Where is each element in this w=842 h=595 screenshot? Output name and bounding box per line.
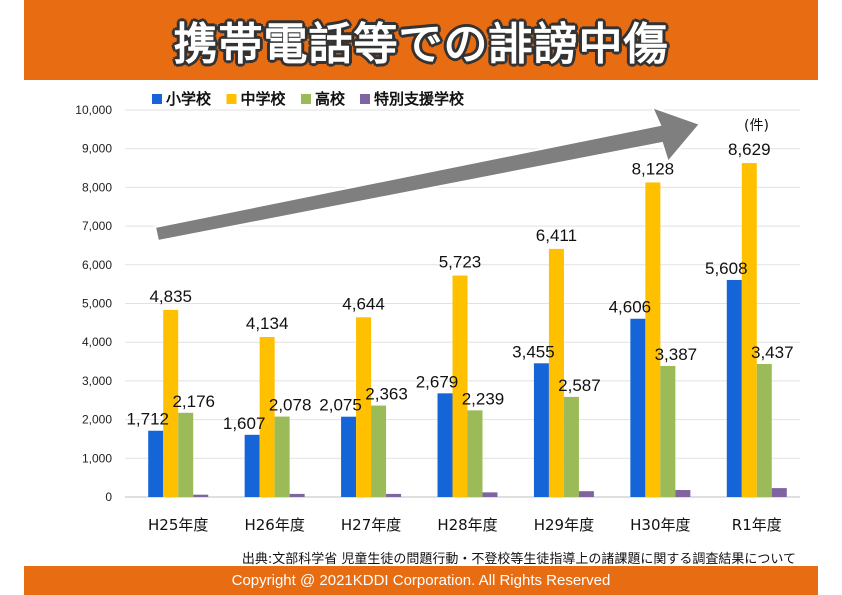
bar-小学校-H29年度 (533, 363, 549, 497)
bar-特別支援学校-H30年度 (675, 490, 691, 497)
legend-swatch (152, 94, 162, 104)
data-label-小学校: 1,607 (223, 414, 266, 433)
legend-label: 高校 (315, 90, 346, 108)
page-title: 携帯電話等での誹謗中傷 (173, 19, 669, 70)
x-tick-label: H27年度 (341, 516, 401, 534)
legend-swatch (360, 94, 370, 104)
data-label-中学校: 4,644 (342, 294, 385, 313)
footer-bar: Copyright @ 2021KDDI Corporation. All Ri… (24, 566, 818, 595)
bar-中学校-H27年度 (356, 317, 372, 497)
y-tick-label: 2,000 (82, 413, 112, 427)
bar-特別支援学校-H26年度 (289, 493, 305, 497)
bar-特別支援学校-H25年度 (193, 494, 209, 497)
bar-高校-H26年度 (274, 416, 290, 497)
bar-chart: 0 1,000 2,000 3,000 4,000 5,000 6,000 7,000 8,00… (75, 90, 800, 534)
trend-arrow-icon (153, 105, 702, 243)
y-tick-label: 10,000 (75, 103, 112, 117)
data-label-高校: 2,239 (462, 389, 505, 408)
bar-特別支援学校-H29年度 (578, 491, 594, 497)
data-label-中学校: 8,128 (632, 159, 675, 178)
data-label-小学校: 5,608 (705, 259, 748, 278)
bar-高校-H25年度 (178, 412, 194, 497)
bar-特別支援学校-H27年度 (386, 493, 402, 497)
x-tick-label: H28年度 (437, 516, 497, 534)
bar-中学校-R1年度 (741, 163, 757, 498)
unit-label: (件) (744, 118, 769, 134)
data-label-高校: 2,363 (365, 385, 408, 404)
source-note: 出典:文部科学省 児童生徒の問題行動・不登校等生徒指導上の諸課題に関する調査結果… (241, 552, 796, 567)
legend-swatch (226, 94, 237, 104)
bar-特別支援学校-R1年度 (771, 488, 787, 497)
x-tick-label: H26年度 (244, 516, 304, 534)
bar-中学校-H25年度 (163, 309, 179, 497)
y-tick-label: 0 (105, 490, 112, 504)
legend-label: 特別支援学校 (374, 90, 465, 108)
data-label-高校: 2,078 (269, 396, 312, 415)
bar-中学校-H29年度 (548, 248, 564, 497)
data-label-中学校: 4,134 (246, 314, 289, 333)
data-label-小学校: 3,455 (512, 342, 555, 361)
bar-小学校-H27年度 (341, 416, 357, 497)
data-label-小学校: 2,075 (319, 396, 362, 415)
y-tick-label: 3,000 (82, 374, 112, 388)
data-label-小学校: 2,679 (416, 372, 459, 391)
bar-小学校-H30年度 (630, 318, 646, 497)
y-tick-label: 9,000 (82, 142, 112, 156)
legend-label: 小学校 (166, 90, 212, 108)
y-tick-label: 1,000 (82, 451, 112, 465)
title-bar: 携帯電話等での誹謗中傷 (24, 0, 818, 80)
bar-高校-H29年度 (563, 396, 579, 497)
bar-小学校-H28年度 (437, 393, 453, 497)
legend-label: 中学校 (241, 90, 287, 108)
data-label-高校: 2,587 (558, 376, 601, 395)
bar-小学校-H25年度 (148, 430, 164, 497)
x-tick-label: H30年度 (630, 516, 690, 534)
bar-中学校-H26年度 (259, 337, 275, 497)
data-label-中学校: 8,629 (728, 140, 771, 159)
bar-特別支援学校-H28年度 (482, 492, 498, 497)
data-label-中学校: 4,835 (149, 287, 192, 306)
y-tick-label: 8,000 (82, 180, 112, 194)
y-tick-label: 5,000 (82, 297, 112, 311)
bar-高校-H27年度 (371, 405, 387, 497)
x-tick-label: R1年度 (732, 516, 782, 534)
bar-高校-H30年度 (660, 365, 676, 497)
data-label-高校: 2,176 (172, 392, 215, 411)
data-label-小学校: 4,606 (609, 298, 652, 317)
y-tick-label: 4,000 (82, 335, 112, 349)
bar-中学校-H28年度 (452, 275, 468, 497)
x-tick-label: H29年度 (534, 516, 594, 534)
bar-小学校-H26年度 (244, 434, 260, 497)
data-label-中学校: 5,723 (439, 253, 482, 272)
data-label-小学校: 1,712 (126, 410, 169, 429)
data-label-高校: 3,387 (655, 345, 698, 364)
y-tick-label: 7,000 (82, 219, 112, 233)
copyright-text: Copyright @ 2021KDDI Corporation. All Ri… (231, 572, 611, 589)
legend-swatch (301, 94, 311, 104)
bar-小学校-R1年度 (726, 279, 742, 497)
data-label-中学校: 6,411 (536, 226, 577, 245)
bar-中学校-H30年度 (645, 182, 661, 497)
bar-高校-R1年度 (756, 363, 772, 497)
bar-高校-H28年度 (467, 410, 483, 497)
data-label-高校: 3,437 (751, 343, 794, 362)
y-tick-label: 6,000 (82, 258, 112, 272)
x-tick-label: H25年度 (148, 516, 208, 534)
